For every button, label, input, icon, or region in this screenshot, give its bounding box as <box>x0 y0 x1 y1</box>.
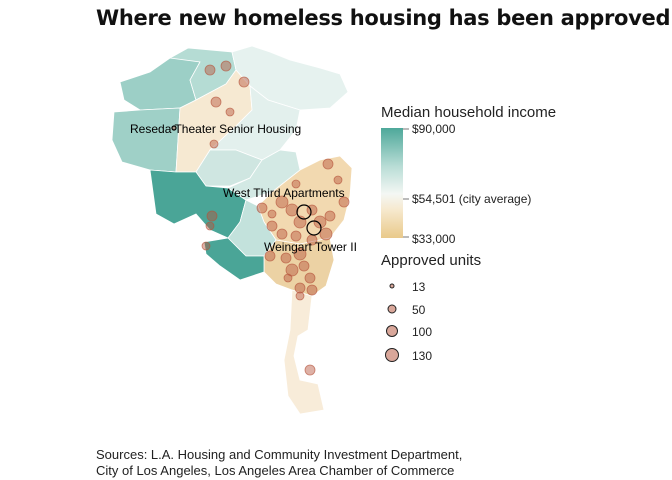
region-airport <box>203 237 265 281</box>
site-marker <box>264 250 276 262</box>
west-third-site-marker <box>296 204 312 220</box>
site-marker <box>276 228 288 240</box>
units-legend-circle-130 <box>385 348 399 362</box>
site-marker <box>291 179 301 189</box>
units-legend-label-100: 100 <box>412 325 433 339</box>
site-marker <box>205 221 215 231</box>
site-marker <box>210 96 222 108</box>
site-marker <box>267 209 277 219</box>
site-marker <box>322 158 334 170</box>
neighborhood-regions <box>111 45 353 415</box>
region-harbor-corridor <box>283 289 325 415</box>
units-legend-label-130: 130 <box>412 349 433 363</box>
site-marker <box>304 364 316 376</box>
site-marker <box>206 210 218 222</box>
site-marker <box>209 139 219 149</box>
units-legend-label-13: 13 <box>412 280 426 294</box>
site-marker <box>266 220 278 232</box>
callout-reseda-theater: Reseda Theater Senior Housing <box>130 122 301 136</box>
callout-west-third: West Third Apartments <box>223 186 345 200</box>
site-marker <box>238 76 250 88</box>
site-marker <box>275 195 289 209</box>
site-marker <box>283 273 293 283</box>
site-marker <box>338 196 350 208</box>
site-marker <box>306 284 318 296</box>
income-gradient-bar <box>381 128 403 238</box>
site-marker <box>294 282 306 294</box>
site-marker <box>290 230 302 242</box>
site-marker <box>324 210 336 222</box>
reseda-site-marker <box>171 125 177 131</box>
region-west-valley <box>111 107 181 173</box>
highlighted-sites <box>171 125 322 236</box>
site-marker <box>298 260 310 272</box>
site-marker <box>220 60 232 72</box>
site-marker <box>295 291 305 301</box>
site-marker <box>293 247 307 261</box>
units-legend-symbols <box>385 283 399 362</box>
income-legend-title: Median household income <box>381 104 557 121</box>
housing-sites <box>171 60 350 376</box>
site-marker <box>256 202 268 214</box>
income-legend-mid: $54,501 (city average) <box>412 192 532 206</box>
site-marker <box>201 241 211 251</box>
site-marker <box>313 215 327 229</box>
weingart-site-marker <box>306 220 322 236</box>
site-marker <box>285 263 299 277</box>
sources-line-2: City of Los Angeles, Los Angeles Area Ch… <box>96 463 455 478</box>
units-legend-circle-100 <box>386 325 398 337</box>
sources-line-1: Sources: L.A. Housing and Community Inve… <box>96 447 463 462</box>
units-legend-circle-50 <box>387 304 397 314</box>
units-legend-title: Approved units <box>381 252 482 269</box>
units-legend-circle-13 <box>389 283 395 289</box>
site-marker <box>225 107 235 117</box>
map-title: Where new homeless housing has been appr… <box>96 6 671 30</box>
sources-note: Sources: L.A. Housing and Community Inve… <box>96 447 462 479</box>
income-legend-low: $33,000 <box>412 232 456 246</box>
site-marker <box>333 175 343 185</box>
site-marker <box>319 227 333 241</box>
site-marker <box>304 272 316 284</box>
site-marker <box>285 203 299 217</box>
site-marker <box>204 64 216 76</box>
callout-weingart: Weingart Tower II <box>264 240 357 254</box>
la-income-map: Reseda Theater Senior Housing West Third… <box>111 45 409 415</box>
site-marker <box>280 252 292 264</box>
units-legend-label-50: 50 <box>412 303 426 317</box>
income-legend-high: $90,000 <box>412 122 456 136</box>
